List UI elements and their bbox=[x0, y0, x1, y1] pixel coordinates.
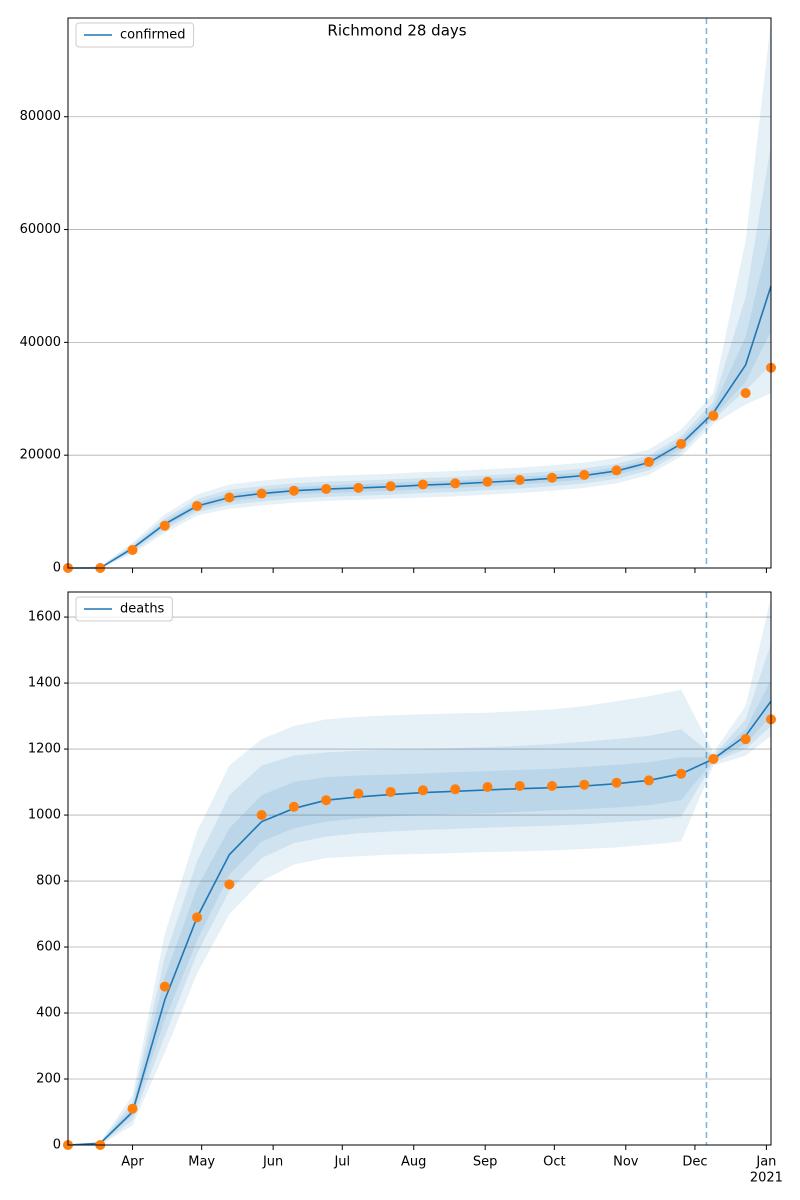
axes-frame bbox=[67, 591, 772, 1146]
observed-point bbox=[288, 801, 299, 812]
observed-point bbox=[256, 810, 267, 821]
legend-label: deaths bbox=[120, 602, 165, 617]
legend: deaths bbox=[75, 596, 173, 622]
observed-point bbox=[514, 475, 525, 485]
uncertainty-band bbox=[68, 229, 771, 569]
observed-point bbox=[676, 768, 687, 779]
observed-point bbox=[321, 795, 332, 806]
y-tick-label: 200 bbox=[36, 1072, 61, 1087]
observed-point bbox=[482, 782, 493, 793]
y-tick-label: 1200 bbox=[28, 742, 61, 757]
observed-point bbox=[256, 488, 267, 499]
y-tick-label: 1000 bbox=[28, 808, 61, 823]
y-tick-label: 1400 bbox=[28, 676, 61, 691]
observed-point bbox=[450, 784, 461, 795]
observed-point bbox=[127, 544, 138, 555]
x-tick-label: Apr bbox=[121, 1155, 144, 1170]
x-tick-label: Jan bbox=[755, 1155, 776, 1170]
observed-point bbox=[643, 775, 654, 786]
y-tick-label: 1600 bbox=[28, 610, 61, 625]
observed-point bbox=[353, 482, 364, 493]
y-tick-label: 20000 bbox=[20, 448, 61, 463]
x-tick-label: Oct bbox=[543, 1155, 565, 1170]
x-tick-label: May bbox=[188, 1155, 215, 1170]
uncertainty-band bbox=[68, 597, 771, 1145]
observed-point bbox=[740, 734, 751, 745]
x-tick-label: Aug bbox=[401, 1155, 426, 1170]
y-tick-label: 400 bbox=[36, 1006, 61, 1021]
observed-point bbox=[708, 753, 719, 764]
x-tick-label: Dec bbox=[682, 1155, 707, 1170]
observed-point bbox=[224, 879, 235, 890]
uncertainty-band bbox=[68, 643, 771, 1145]
x-tick-label: Jul bbox=[333, 1155, 350, 1170]
x-tick-label: Nov bbox=[613, 1155, 639, 1170]
observed-point bbox=[643, 456, 654, 467]
observed-point bbox=[708, 410, 719, 421]
observed-point bbox=[127, 1103, 138, 1114]
observed-point bbox=[611, 465, 622, 476]
observed-point bbox=[514, 781, 525, 792]
observed-point bbox=[159, 520, 170, 531]
x-tick-label: Sep bbox=[473, 1155, 498, 1170]
observed-point bbox=[224, 492, 235, 503]
observed-point bbox=[321, 484, 332, 495]
x-year-label: 2021 bbox=[750, 1171, 783, 1186]
observed-point bbox=[192, 500, 203, 511]
observed-point bbox=[288, 485, 299, 496]
observed-point bbox=[676, 438, 687, 449]
observed-point bbox=[417, 479, 428, 490]
observed-point bbox=[740, 388, 751, 399]
y-tick-label: 800 bbox=[36, 874, 61, 889]
observed-point bbox=[385, 481, 396, 492]
legend-box bbox=[75, 596, 173, 622]
observed-point bbox=[482, 476, 493, 487]
observed-point bbox=[159, 981, 170, 992]
axes-frame bbox=[67, 17, 772, 569]
observed-point bbox=[579, 469, 590, 480]
observed-point bbox=[579, 779, 590, 790]
uncertainty-band bbox=[68, 679, 771, 1145]
y-tick-label: 40000 bbox=[20, 335, 61, 350]
uncertainty-band bbox=[68, 144, 771, 568]
observed-point bbox=[353, 788, 364, 799]
observed-point bbox=[417, 785, 428, 796]
y-tick-label: 0 bbox=[53, 561, 61, 576]
observed-point bbox=[385, 786, 396, 797]
legend-label: confirmed bbox=[120, 28, 186, 43]
legend: confirmed bbox=[75, 22, 195, 48]
observed-point bbox=[192, 912, 203, 923]
y-tick-label: 80000 bbox=[20, 109, 61, 124]
observed-point bbox=[547, 781, 558, 792]
y-tick-label: 0 bbox=[53, 1138, 61, 1153]
observed-point bbox=[547, 472, 558, 483]
legend-box bbox=[75, 22, 195, 48]
chart-title: Richmond 28 days bbox=[327, 22, 466, 40]
y-tick-label: 600 bbox=[36, 940, 61, 955]
y-tick-label: 60000 bbox=[20, 222, 61, 237]
observed-point bbox=[450, 478, 461, 489]
observed-point bbox=[611, 777, 622, 788]
x-tick-label: Jun bbox=[262, 1155, 283, 1170]
